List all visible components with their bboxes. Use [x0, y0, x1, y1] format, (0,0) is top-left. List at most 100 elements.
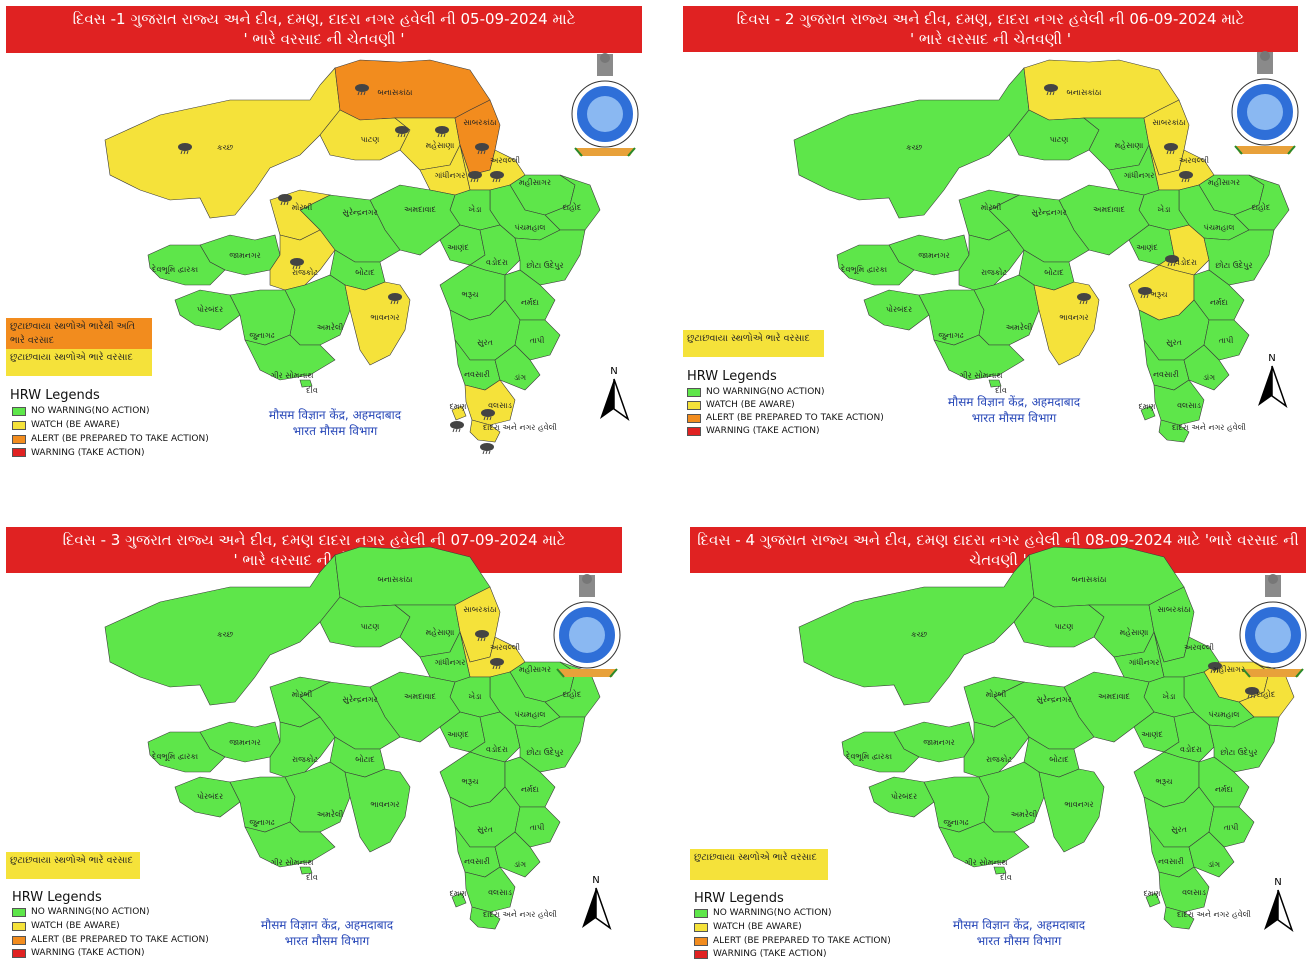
legend-title: HRW Legends [694, 891, 784, 906]
callout-text: છુટાછવાયા સ્થળોએ ભારે વરસાદ [10, 352, 133, 363]
district-amreli [284, 761, 351, 833]
rain-cloud-icon [1245, 687, 1259, 699]
district-label-amreli: અમરેલી [1011, 809, 1038, 819]
district-label-panchmahal: પંચમહાલ [1209, 709, 1240, 719]
legend-item-alert: ALERT (BE PREPARED TO TAKE ACTION) [687, 413, 884, 423]
center-line2: भारत मौसम विभाग [284, 934, 370, 948]
district-valsad [1153, 379, 1205, 426]
legend-item-alert: ALERT (BE PREPARED TO TAKE ACTION) [694, 936, 891, 946]
district-label-bhavnagar: ભાવનગર [1064, 800, 1093, 809]
panel-title-line1: દિવસ -1 ગુજરાત રાજ્ય અને દીવ, દમણ, દાદરા… [72, 10, 576, 28]
district-daman [451, 892, 467, 908]
legend-swatch [687, 426, 701, 436]
legend-label: ALERT (BE PREPARED TO TAKE ACTION) [31, 434, 209, 444]
district-label-chhotaudepur: છોટા ઉદેપુર [1215, 260, 1252, 271]
district-label-mahisagar: મહીસાગર [1208, 178, 1240, 187]
district-daman [1140, 405, 1156, 421]
rain-cloud-icon [395, 126, 409, 138]
district-bhavnagar [1038, 768, 1105, 853]
district-porbandar [868, 776, 935, 818]
district-label-jamnagar: જામનગર [229, 251, 260, 260]
district-label-daman: દમણ [1138, 402, 1155, 411]
district-label-amreli: અમરેલી [1006, 322, 1033, 332]
panel-title-banner: દિવસ -1 ગુજરાત રાજ્ય અને દીવ, દમણ, દાદરા… [6, 6, 642, 53]
district-label-daman: દમણ [1143, 889, 1160, 898]
district-kutch [798, 554, 1035, 706]
north-label: N [610, 366, 618, 377]
district-diu [299, 379, 313, 388]
district-label-patan: પાટણ [1050, 135, 1069, 144]
district-label-girsomnath: ગીર સોમનાથ [960, 370, 1003, 380]
rain-cloud-icon [388, 293, 402, 305]
legend-swatch [12, 448, 26, 457]
district-daman [451, 405, 467, 421]
district-label-kutch: કચ્છ [217, 630, 233, 639]
legend-label: WARNING (TAKE ACTION) [713, 949, 827, 959]
center-line1: मौसम विज्ञान केंद्र, अहमदाबाद [947, 395, 1081, 409]
callout-text: છુટાછવાયા સ્થળોએ ભારેથી અતિ ભારે વરસાદ [10, 321, 136, 346]
district-label-tapi: તાપી [530, 823, 545, 832]
district-label-kheda: ખેડા [469, 691, 482, 701]
rain-cloud-icon [1165, 255, 1179, 267]
district-label-morbi: મોરબી [292, 202, 313, 212]
panel-title-line2: ' ભારે વરસાદ ની ચેતવણી ' [243, 30, 405, 48]
legend-item-watch: WATCH (BE AWARE) [12, 921, 120, 931]
legend-label: WATCH (BE AWARE) [713, 922, 802, 932]
district-kutch [793, 67, 1030, 219]
district-label-dang: ડાંગ [1208, 859, 1220, 869]
district-label-amreli: અમરેલી [317, 809, 344, 819]
rain-cloud-icon [1164, 143, 1178, 155]
district-label-kutch: કચ્છ [906, 143, 922, 152]
district-label-rajkot: રાજકોટ [292, 754, 318, 764]
center-line1: मौसम विज्ञान केंद्र, अहमदाबाद [268, 408, 402, 422]
rain-cloud-icon [290, 258, 304, 270]
district-label-kutch: કચ્છ [217, 143, 233, 152]
district-devbhumi [147, 731, 226, 773]
district-label-valsad: વલસાડ [488, 888, 512, 897]
district-label-valsad: વલસાડ [488, 401, 512, 410]
district-label-mahisagar: મહીસાગર [519, 665, 551, 674]
district-label-diu: દીવ [306, 386, 318, 395]
district-label-jamnagar: જામનગર [923, 738, 954, 747]
district-valsad [1158, 866, 1210, 913]
district-label-gandhinagar: ગાંધીનગર [435, 170, 466, 180]
district-label-bhavnagar: ભાવનગર [370, 800, 399, 809]
district-diu [988, 379, 1002, 388]
district-kutch [104, 67, 341, 219]
legend-label: NO WARNING(NO ACTION) [31, 907, 150, 917]
district-label-valsad: વલસાડ [1182, 888, 1206, 897]
district-label-chhotaudepur: છોટા ઉદેપુર [1220, 747, 1257, 758]
district-label-botad: બોટાદ [355, 754, 375, 764]
legend-label: WATCH (BE AWARE) [706, 400, 795, 410]
district-label-dahod: દાહોદ [563, 689, 582, 699]
legend-label: ALERT (BE PREPARED TO TAKE ACTION) [31, 935, 209, 945]
district-bhavnagar [344, 281, 411, 366]
north-arrow: N [1254, 353, 1290, 411]
district-label-porbandar: પોરબંદર [886, 304, 912, 314]
forecast-panel-day1: દિવસ -1 ગુજરાત રાજ્ય અને દીવ, દમણ, દાદરા… [0, 0, 654, 487]
north-arrow-icon [582, 887, 612, 930]
district-label-aravalli: અરવલ્લી [490, 156, 520, 165]
district-label-surat: સુરત [477, 338, 493, 347]
legend-swatch [12, 434, 26, 444]
district-label-dahod: દાહોદ [563, 202, 582, 212]
gujarat-district-map: કચ્છ બનાસકાંઠા પાટણ મહેસાણા સાબરકાંઠા અરવલ્લી… [104, 59, 601, 455]
district-label-diu: દીવ [306, 873, 318, 882]
district-label-gandhinagar: ગાંધીનગર [1129, 657, 1160, 667]
district-label-devbhumi: દેવભૂમિ દ્વારકા [152, 751, 198, 763]
district-dadra [469, 906, 501, 930]
district-label-navsari: નવસારી [464, 857, 490, 866]
imd-center-caption: मौसम विज्ञान केंद्र, अहमदाबाद भारत मौसम … [232, 917, 422, 949]
district-label-narmada: નર્મદા [521, 297, 539, 307]
district-label-vadodara: વડોદરા [486, 257, 508, 267]
district-valsad [464, 866, 516, 913]
callout-text: છુટાછવાયા સ્થળોએ ભારે વરસાદ [10, 855, 133, 866]
rain-cloud-icon [178, 143, 192, 155]
legend-swatch [694, 908, 708, 918]
district-label-narmada: નર્મદા [1215, 784, 1233, 794]
district-label-aravalli: અરવલ્લી [1184, 643, 1214, 652]
rain-cloud-icon [450, 421, 464, 433]
rain-cloud-icon [490, 658, 504, 670]
center-line1: मौसम विज्ञान केंद्र, अहमदाबाद [952, 918, 1086, 932]
district-amreli [978, 761, 1045, 833]
